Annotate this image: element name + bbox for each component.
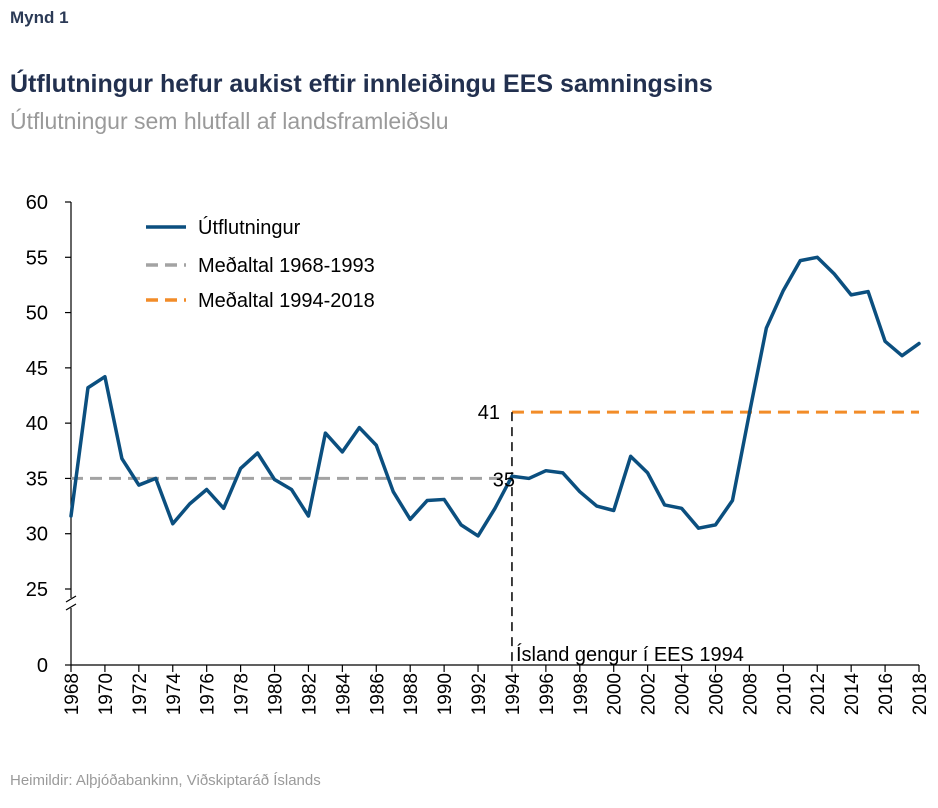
x-tick-label: 1980 — [266, 673, 287, 715]
x-tick-label: 2012 — [808, 673, 829, 715]
average-1994-2018-value-label: 41 — [478, 402, 500, 424]
x-tick-label: 2006 — [706, 673, 727, 715]
legend-label-average-1994-2018: Meðaltal 1994-2018 — [198, 290, 375, 312]
x-tick-label: 2004 — [673, 673, 694, 716]
figure-label: Mynd 1 — [10, 8, 69, 27]
y-tick-label: 45 — [26, 358, 48, 380]
x-tick-label: 1998 — [571, 673, 592, 715]
y-tick-label: 0 — [37, 655, 48, 677]
average-1968-1993-value-label: 35 — [493, 469, 515, 491]
x-tick-label: 2002 — [639, 673, 660, 715]
exports-series-line — [69, 255, 921, 538]
x-tick-label: 1994 — [503, 673, 524, 716]
eea-event-label: Ísland gengur í EES 1994 — [516, 643, 744, 666]
y-tick-label: 55 — [26, 247, 48, 269]
y-tick-label: 35 — [26, 468, 48, 490]
y-tick-label: 25 — [26, 579, 48, 601]
y-tick-label: 30 — [26, 524, 48, 546]
x-tick-label: 1978 — [232, 673, 253, 715]
x-tick-label: 1986 — [367, 673, 388, 715]
x-tick-label: 1982 — [299, 673, 320, 715]
x-tick-label: 2018 — [910, 673, 931, 715]
x-tick-label: 2016 — [876, 673, 897, 715]
legend-label-average-1968-1993: Meðaltal 1968-1993 — [198, 255, 375, 277]
axes: 0 25 30 35 40 45 50 55 60 1968 1970 1972 1974 1976 197… — [26, 192, 931, 715]
x-tick-label: 1974 — [164, 673, 185, 716]
legend-label-exports: Útflutningur — [198, 216, 301, 239]
x-tick-label: 1988 — [401, 673, 422, 715]
x-tick-label: 1992 — [469, 673, 490, 715]
x-tick-label: 1968 — [62, 673, 83, 715]
x-tick-label: 1990 — [435, 673, 456, 715]
x-tick-label: 2014 — [842, 673, 863, 716]
y-axis-break-mark — [65, 603, 77, 611]
y-tick-label: 40 — [26, 413, 48, 435]
x-tick-label: 2010 — [774, 673, 795, 715]
x-tick-label: 1996 — [537, 673, 558, 715]
average-lines — [71, 410, 919, 665]
y-tick-label: 50 — [26, 303, 48, 325]
chart-subtitle: Útflutningur sem hlutfall af landsframle… — [10, 108, 449, 134]
x-tick-label: 1972 — [130, 673, 151, 715]
x-tick-label: 2008 — [740, 673, 761, 715]
x-tick-label: 1984 — [333, 673, 354, 716]
legend: Útflutningur Meðaltal 1968-1993 Meðaltal… — [146, 216, 375, 312]
chart-title: Útflutningur hefur aukist eftir innleiði… — [10, 70, 713, 98]
source-note: Heimildir: Alþjóðabankinn, Viðskiptaráð … — [10, 772, 321, 789]
y-axis-break-mark — [65, 595, 77, 603]
annotations: 41 35 Ísland gengur í EES 1994 — [478, 402, 744, 666]
y-tick-label: 60 — [26, 192, 48, 214]
series-lines — [69, 255, 921, 538]
x-tick-label: 1970 — [96, 673, 117, 715]
x-tick-label: 1976 — [198, 673, 219, 715]
x-tick-label: 2000 — [605, 673, 626, 715]
